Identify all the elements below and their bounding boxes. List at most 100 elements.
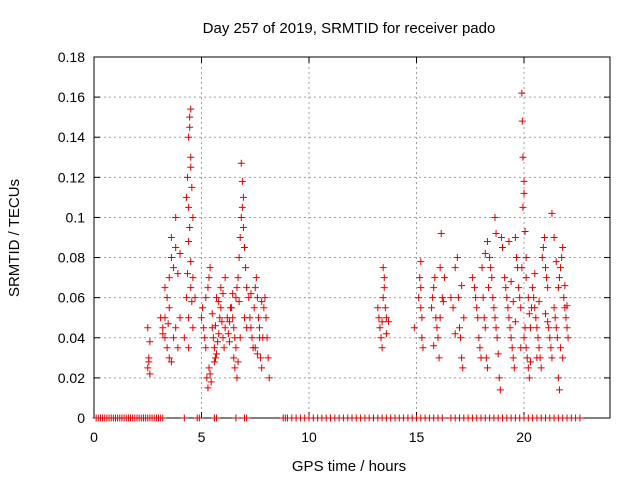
data-point: [485, 284, 493, 292]
data-point: [525, 310, 533, 318]
data-point: [509, 298, 517, 306]
data-point: [523, 354, 531, 362]
data-point: [211, 322, 219, 330]
data-point: [239, 193, 247, 201]
data-point: [435, 354, 443, 362]
data-point: [215, 330, 223, 338]
data-point: [497, 234, 505, 241]
data-point: [548, 209, 556, 217]
data-point: [163, 344, 171, 352]
data-point: [529, 284, 537, 292]
data-point: [438, 414, 446, 422]
y-tick-label: 0.1: [66, 209, 86, 225]
data-point: [211, 354, 219, 362]
data-point: [555, 274, 563, 282]
data-point: [517, 344, 525, 352]
data-point: [459, 364, 467, 372]
data-point: [382, 314, 390, 322]
data-point: [221, 274, 229, 282]
data-point: [185, 314, 193, 322]
data-point: [518, 89, 526, 97]
data-point: [533, 324, 541, 332]
data-point: [428, 304, 436, 312]
data-point: [494, 350, 502, 358]
data-point: [213, 294, 221, 302]
data-point: [495, 374, 503, 382]
axes: 0 0.02 0.04 0.06 0.08 0.1 0.12 0.14 0.16 0.18 0 5 10…: [58, 49, 610, 445]
data-point: [418, 314, 426, 322]
data-point: [238, 203, 246, 211]
data-point: [170, 264, 178, 272]
data-point: [258, 298, 266, 306]
data-point: [410, 324, 418, 332]
data-point: [229, 290, 237, 298]
data-point: [505, 314, 513, 322]
data-point: [161, 284, 169, 292]
data-point: [538, 254, 546, 262]
data-point: [231, 364, 239, 372]
x-tick-label: 10: [301, 429, 317, 445]
data-point: [251, 344, 259, 352]
data-point: [417, 304, 425, 312]
data-point: [206, 264, 214, 272]
data-point: [165, 354, 173, 362]
data-point: [531, 304, 539, 312]
data-point: [515, 284, 523, 292]
x-tick-label: 5: [198, 429, 206, 445]
data-point: [522, 274, 530, 282]
data-point: [553, 334, 561, 342]
data-point: [481, 250, 489, 258]
data-point: [564, 334, 572, 342]
data-point: [230, 324, 238, 332]
data-point: [518, 264, 526, 272]
data-point: [167, 254, 175, 262]
data-point: [539, 244, 547, 252]
data-point: [520, 334, 528, 342]
data-point: [184, 173, 192, 181]
data-point: [219, 290, 227, 298]
data-point: [180, 334, 188, 342]
data-point: [458, 282, 466, 290]
x-tick-label: 15: [409, 429, 425, 445]
data-point: [474, 314, 482, 322]
data-point: [563, 302, 571, 310]
data-point: [479, 294, 487, 302]
data-point: [478, 264, 486, 272]
data-point: [504, 304, 512, 312]
data-point: [550, 304, 558, 312]
data-point: [163, 294, 171, 302]
data-point: [415, 294, 423, 302]
data-point: [453, 254, 461, 262]
data-point: [558, 254, 566, 262]
y-tick-label: 0.12: [58, 169, 85, 185]
data-point: [468, 274, 476, 282]
data-point: [502, 284, 510, 292]
data-point: [159, 324, 167, 332]
data-point: [210, 358, 218, 366]
data-point: [263, 334, 271, 342]
data-point: [230, 354, 238, 362]
data-point: [417, 284, 425, 292]
data-point: [530, 294, 538, 302]
data-point: [256, 334, 264, 342]
data-point: [257, 354, 265, 362]
data-point: [208, 310, 216, 318]
data-point: [232, 344, 240, 352]
data-point: [225, 318, 233, 326]
data-point: [176, 314, 184, 322]
data-point: [217, 284, 225, 292]
data-point: [248, 334, 256, 342]
data-point: [199, 304, 207, 312]
y-tick-label: 0.18: [58, 49, 85, 65]
data-point: [261, 294, 269, 302]
data-point: [522, 254, 530, 262]
data-point: [232, 414, 240, 422]
data-point: [493, 334, 501, 342]
data-point: [535, 344, 543, 352]
data-point: [219, 334, 227, 342]
data-point: [554, 284, 562, 292]
data-point: [221, 324, 229, 332]
data-point: [509, 354, 517, 362]
data-point: [189, 213, 197, 221]
